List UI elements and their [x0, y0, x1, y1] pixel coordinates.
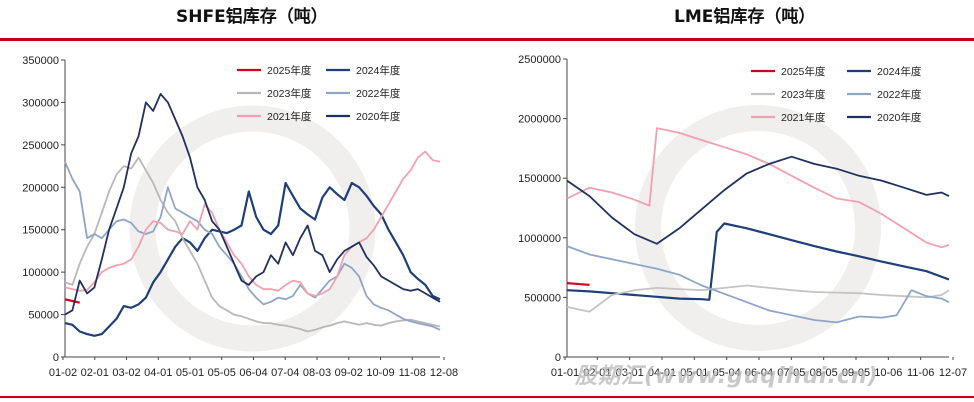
x-tick-label: 03-02 [112, 367, 140, 379]
series-line-2024年度 [566, 222, 950, 301]
y-tick-label: 2000000 [518, 114, 561, 126]
footer-rule [0, 396, 974, 398]
x-tick-label: 03-01 [616, 367, 644, 379]
x-tick-label: 02-01 [583, 367, 611, 379]
series-line-2020年度 [566, 155, 950, 245]
series-line-2021年度 [64, 150, 441, 297]
shfe-inventory-chart: 0 50000 100000 150000 200000 250000 300000 3500… [22, 55, 458, 379]
x-tick-label: 07-05 [777, 367, 805, 379]
legend-label: 2023年度 [781, 88, 826, 101]
series-line-2020年度 [64, 93, 441, 316]
legend-label: 2024年度 [356, 64, 401, 77]
y-tick-label: 100000 [22, 267, 59, 279]
x-tick-label: 05-01 [176, 367, 204, 379]
x-tick-label: 02-01 [81, 367, 109, 379]
series-line-2022年度 [566, 245, 950, 324]
legend-label: 2022年度 [877, 88, 922, 101]
legend-label: 2020年度 [877, 111, 922, 124]
series-line-2025年度 [566, 282, 590, 286]
series-line-2025年度 [64, 298, 80, 304]
x-tick-label: 04-01 [144, 367, 172, 379]
y-tick-label: 250000 [22, 140, 59, 152]
y-tick-label: 500000 [524, 292, 561, 304]
y-tick-label: 350000 [22, 55, 59, 67]
series-line-2021年度 [566, 127, 950, 249]
x-tick-label: 11-08 [399, 367, 426, 379]
y-tick-label: 1000000 [518, 233, 561, 245]
y-tick-label: 300000 [22, 97, 59, 109]
legend-label: 2023年度 [267, 87, 312, 100]
y-tick-label: 1500000 [518, 173, 561, 185]
x-tick-label: 05-01 [680, 367, 708, 379]
x-tick-label: 09-05 [842, 367, 870, 379]
y-tick-label: 50000 [28, 310, 59, 322]
x-tick-label: 04-01 [648, 367, 676, 379]
x-tick-label: 06-04 [239, 367, 267, 379]
x-tick-label: 10-06 [874, 367, 902, 379]
x-tick-label: 12-07 [939, 367, 967, 379]
series-line-2023年度 [566, 284, 950, 313]
series-line-2022年度 [64, 161, 441, 331]
y-tick-label: 200000 [22, 182, 59, 194]
x-tick-label: 09-02 [335, 367, 363, 379]
x-tick-label: 08-05 [810, 367, 838, 379]
y-tick-label: 150000 [22, 225, 59, 237]
x-tick-label: 10-09 [366, 367, 394, 379]
x-tick-label: 05-04 [713, 367, 741, 379]
legend-label: 2025年度 [781, 65, 826, 78]
legend-label: 2021年度 [781, 111, 826, 124]
watermark-text: 股期汇(www.guqihui.cn) [575, 364, 879, 389]
shfe-chart-title: SHFE铝库存（吨） [176, 7, 328, 27]
legend-label: 2025年度 [267, 64, 312, 77]
series-line-2023年度 [64, 156, 441, 333]
x-tick-label: 12-08 [430, 367, 458, 379]
lme-inventory-chart: 0 500000 1000000 1500000 2000000 2500000 01-01… [518, 54, 967, 379]
x-tick-label: 07-04 [271, 367, 299, 379]
x-tick-label: 01-02 [49, 367, 77, 379]
y-tick-label: 0 [555, 352, 561, 364]
y-tick-label: 0 [53, 352, 59, 364]
x-tick-label: 06-04 [745, 367, 773, 379]
legend-label: 2022年度 [356, 87, 401, 100]
header-rule [0, 38, 974, 41]
y-tick-label: 2500000 [518, 54, 561, 66]
x-tick-label: 01-01 [551, 367, 579, 379]
x-tick-label: 05-05 [208, 367, 236, 379]
x-tick-label: 08-03 [303, 367, 331, 379]
legend-label: 2021年度 [267, 110, 312, 123]
series-line-2024年度 [64, 181, 441, 337]
legend-label: 2024年度 [877, 65, 922, 78]
x-tick-label: 11-06 [907, 367, 934, 379]
watermark-ring [129, 105, 376, 352]
legend-label: 2020年度 [356, 110, 401, 123]
lme-chart-title: LME铝库存（吨） [674, 7, 816, 27]
